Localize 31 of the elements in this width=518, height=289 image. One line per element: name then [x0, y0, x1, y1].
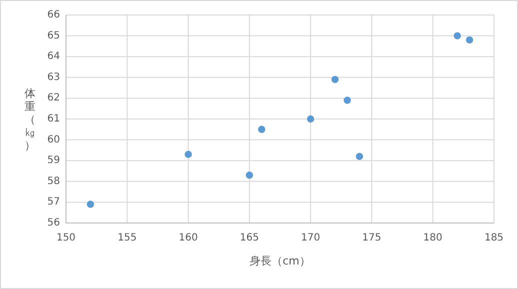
x-tick-label: 185 — [484, 232, 504, 244]
x-tick-label: 165 — [240, 232, 259, 244]
x-axis-title: 身長（cm） — [250, 254, 310, 268]
y-tick-label: 61 — [47, 114, 60, 124]
y-tick-label: 62 — [47, 92, 60, 104]
y-tick-label: 58 — [47, 176, 60, 187]
y-axis-title: 体重（㎏） — [24, 86, 36, 152]
y-tick-label: 64 — [47, 51, 60, 62]
point — [306, 115, 314, 123]
point — [246, 172, 254, 179]
point — [344, 96, 351, 104]
y-tick-label: 60 — [47, 134, 60, 146]
y-tick-label: 63 — [47, 72, 60, 83]
x-tick-label: 170 — [301, 232, 320, 244]
y-tick-label: 59 — [47, 155, 60, 166]
point — [184, 150, 192, 158]
y-tick-label: 57 — [47, 196, 60, 208]
point — [454, 32, 461, 40]
y-tick-label: 66 — [47, 10, 60, 20]
x-tick-label: 150 — [56, 232, 76, 244]
y-tick-label: 56 — [47, 218, 60, 228]
point — [86, 200, 94, 208]
point — [258, 126, 266, 133]
y-tick-label: 65 — [47, 30, 60, 42]
point — [356, 152, 364, 160]
x-tick-label: 180 — [423, 232, 442, 244]
point — [331, 76, 339, 84]
x-tick-label: 155 — [118, 232, 137, 244]
point — [466, 36, 474, 44]
x-tick-label: 175 — [362, 232, 382, 244]
x-tick-label: 160 — [178, 232, 198, 244]
